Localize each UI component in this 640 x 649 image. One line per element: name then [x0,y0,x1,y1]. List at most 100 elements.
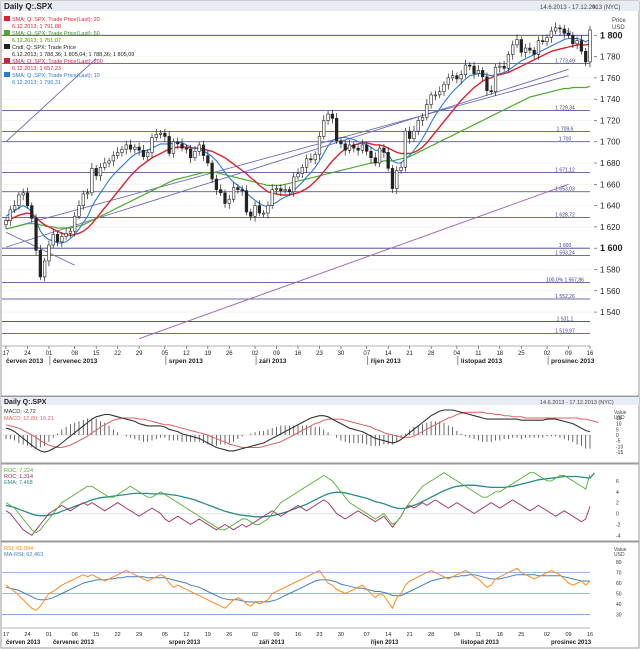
candle-body-30 [133,146,137,150]
candle-body-53 [231,187,236,200]
macd-panel-frame [0,396,640,464]
ohlc-legend-value: 6.12.2013; 1 788,36; 1 805,04; 1 788,36;… [12,52,134,58]
candle-body-57 [249,211,253,217]
candle-body-34 [150,137,154,153]
candle-body-129 [558,27,562,30]
candle-body-71 [309,158,313,161]
macd-panel-header [1,397,639,405]
candle-body-38 [167,136,171,154]
candle-body-101 [438,91,442,96]
date-tick-11: 02 [252,351,259,357]
sma200-swatch [4,58,10,63]
candle-body-118 [511,44,515,55]
candle-body-128 [554,27,558,32]
bottom-date-tick-12: 09 [273,632,279,638]
date-tick-7: 05 [162,351,169,357]
roc-legend-3: EMA; 7,468 [4,480,33,486]
level-label-9: 1 593,24 [555,250,575,256]
sma50-legend-name: SMA; Q:.SPX; Trade Price(Last); 50 [12,31,100,37]
bottom-date-tick-3: 08 [72,632,78,638]
candle-body-135 [584,50,588,63]
candle-body-98 [425,104,429,118]
candle-body-44 [193,151,197,159]
candle-body-10 [47,244,51,262]
roc-legend-1: ROC; 7,224 [4,468,33,474]
candle-body-89 [386,152,390,169]
date-tick-23: 25 [518,351,525,357]
level-label-11: 1 552,26 [555,294,575,300]
candle-body-6 [30,205,34,219]
candle-body-20 [90,168,94,194]
candle-body-65 [283,189,287,192]
candle-body-81 [352,144,356,149]
close-icon[interactable]: ✕ [592,5,597,11]
macd-tick-15: 15 [616,416,622,422]
candle-body-76 [330,113,334,119]
roc-plot: -4 -2 0 2 4 6 [2,472,621,539]
bottom-date-tick-15: 30 [338,632,344,638]
candle-body-99 [429,94,433,105]
y-tick-1680: 1 680 [600,159,621,168]
candle-body-41 [180,143,184,149]
candle-body-14 [64,232,68,237]
bottom-date-tick-0: 17 [3,632,9,638]
macd-line [5,409,591,453]
candle-body-25 [111,155,115,162]
candle-body-83 [360,144,365,151]
candle-body-106 [459,74,463,80]
candle-body-79 [343,143,347,151]
candle-body-35 [154,133,158,138]
candle-body-2 [12,205,17,211]
y-tick-1780: 1 780 [600,53,621,62]
bottom-date-tick-1: 24 [24,632,30,638]
price-currency-label: USD [612,25,625,31]
date-tick-10: 26 [226,351,233,357]
candle-body-28 [124,144,128,150]
month-label-3: září 2013 [259,358,287,365]
rsi-panel-frame [0,541,640,649]
date-axis: 17 24 01 08 15 22 29 05 12 19 26 02 09 16 23 30 07 14 21 28… [2,345,595,365]
candle-body-126 [545,37,549,42]
date-tick-25: 09 [565,351,572,357]
bottom-month-label-6: prosinec 2013 [551,640,592,646]
candle-body-132 [571,34,575,45]
bottom-month-label-2: srpen 2013 [169,640,201,646]
sma10-legend-name: SMA; Q:.SPX; Trade Price(Last); 10 [12,73,100,79]
price-legend: SMA; Q:.SPX; Trade Price(Last); 20 6.12.… [4,16,134,86]
candle-body-114 [493,66,498,93]
candle-body-56 [244,190,249,213]
candle-body-39 [171,141,176,154]
candle-body-12 [55,234,60,243]
rsi-legend-2: MA-RSI; 62,463 [4,552,43,558]
date-range: 14.6.2013 - 17.12.2013 (NYC) [540,5,620,11]
candle-body-120 [519,39,523,53]
candle-body-90 [390,168,395,189]
candle-body-96 [416,120,420,132]
candle-body-133 [575,40,579,45]
date-tick-0: 17 [3,351,10,357]
macd-tick-10: 10 [616,422,622,428]
roc1-line [5,499,591,536]
candle-body-121 [523,47,528,53]
date-tick-12: 09 [273,351,280,357]
rsi-tick-50: 50 [616,592,622,598]
bottom-month-label-4: říjen 2013 [371,640,399,646]
candle-body-97 [420,116,425,121]
candle-body-7 [34,218,38,251]
candle-body-124 [536,40,541,55]
candle-body-87 [377,147,382,164]
price-axis: 1 540 1 560 1 580 1 600 1 620 1 640 1 660 1 680… [594,30,623,317]
date-tick-20: 04 [454,351,461,357]
candle-body-131 [566,32,571,36]
candle-body-9 [43,260,47,278]
candle-body-85 [369,151,373,159]
candle-body-64 [279,188,283,192]
month-label-0: červen 2013 [6,358,44,365]
candle-body-111 [481,70,485,78]
bottom-month-label-1: červenec 2013 [53,640,95,646]
y-tick-1760: 1 760 [600,74,621,83]
sma20-swatch [4,16,10,21]
